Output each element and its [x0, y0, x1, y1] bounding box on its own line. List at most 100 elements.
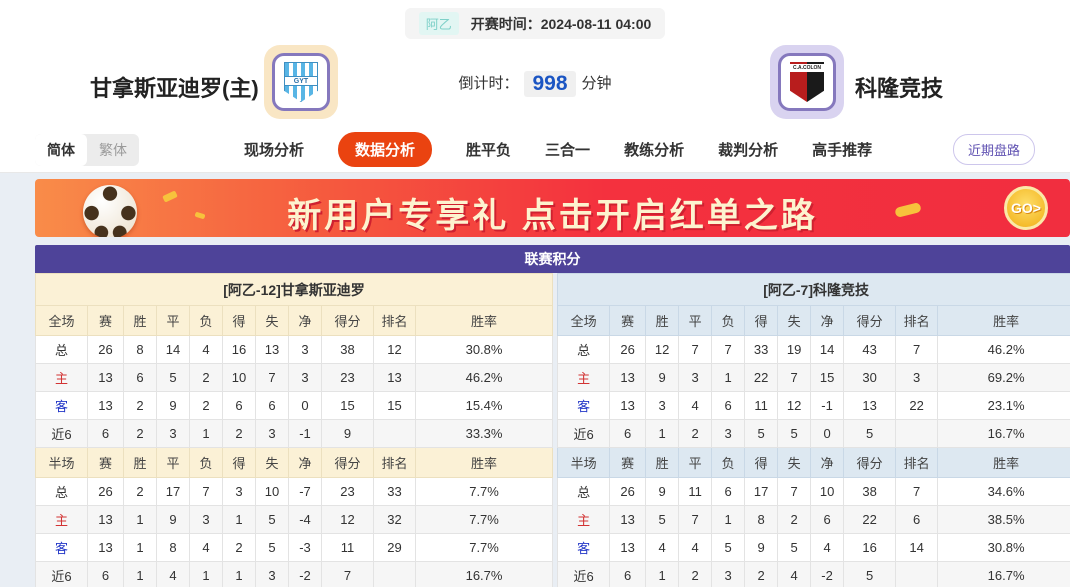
table-row: 总 26 2 17 7 3 10 -7 23 33 7.7% [35, 477, 554, 506]
stat-cell: 2 [123, 419, 157, 448]
stat-cell: 2 [123, 477, 157, 506]
away-shield-icon: C.A.COLON [790, 62, 824, 102]
column-header: 得 [744, 447, 779, 478]
stat-cell: 4 [189, 335, 223, 364]
row-label: 总 [35, 335, 88, 364]
home-table-title: [阿乙-12]甘拿斯亚迪罗 [34, 273, 554, 306]
nav-tab-裁判分析[interactable]: 裁判分析 [718, 142, 779, 159]
column-header: 负 [189, 305, 223, 336]
stat-cell: 33.3% [414, 419, 554, 448]
stat-cell: 17 [744, 477, 779, 506]
stat-cell: 30.8% [937, 533, 1070, 562]
nav-tab-教练分析[interactable]: 教练分析 [624, 142, 685, 159]
stat-cell: 5 [843, 561, 897, 587]
promo-banner[interactable]: 新用户专享礼 点击开启红单之路 GO> [35, 179, 1070, 237]
kickoff-strip: 阿乙 开赛时间：2024-08-11 04:00 [0, 0, 1070, 39]
stat-cell [373, 561, 416, 587]
nav-tabs: 现场分析 数据分析 胜平负 三合一 教练分析 裁判分析 高手推荐 [244, 132, 872, 167]
lang-traditional-button[interactable]: 繁体 [99, 141, 127, 158]
nav-tab-现场分析[interactable]: 现场分析 [244, 142, 305, 159]
stat-cell: 4 [189, 533, 223, 562]
stat-cell: 14 [156, 335, 190, 364]
stat-cell: 30 [843, 363, 897, 392]
table-row: 主 13 1 9 3 1 5 -4 12 32 7.7% [35, 505, 554, 534]
column-header: 胜率 [937, 305, 1070, 336]
column-header: 净 [810, 447, 845, 478]
row-label: 总 [557, 335, 611, 364]
column-header: 胜 [645, 305, 680, 336]
stat-cell: 1 [645, 561, 680, 587]
stat-cell: 4 [678, 533, 713, 562]
stat-cell: 6 [711, 477, 746, 506]
column-header: 胜率 [414, 447, 554, 478]
stat-cell: 6 [711, 391, 746, 420]
go-button[interactable]: GO> [1004, 186, 1048, 230]
stat-cell: 3 [189, 505, 223, 534]
stat-cell: 33 [373, 477, 416, 506]
home-team-logo: GYT [264, 45, 338, 119]
stat-cell: 10 [810, 477, 845, 506]
stat-cell: 15 [321, 391, 374, 420]
recent-trend-button[interactable]: 近期盘路 [952, 134, 1035, 165]
stat-cell: 1 [222, 505, 256, 534]
table-row: 总 26 9 11 6 17 7 10 38 7 34.6% [557, 477, 1070, 506]
stat-cell: -7 [288, 477, 322, 506]
stat-cell: 5 [255, 533, 289, 562]
stat-cell: 5 [777, 533, 812, 562]
stat-cell: 3 [288, 363, 322, 392]
stat-cell: 1 [123, 505, 157, 534]
stat-cell: 16 [222, 335, 256, 364]
column-header: 胜率 [414, 305, 554, 336]
stat-cell: 3 [895, 363, 939, 392]
stat-cell: 12 [321, 505, 374, 534]
row-label: 总 [557, 477, 611, 506]
column-header: 净 [288, 447, 322, 478]
kickoff-time: 开赛时间：2024-08-11 04:00 [470, 15, 652, 32]
stat-cell: 14 [895, 533, 939, 562]
nav-tab-胜平负[interactable]: 胜平负 [466, 142, 512, 159]
section-title: 联赛积分 [35, 245, 1070, 273]
row-label: 主 [557, 505, 611, 534]
stat-cell: 13 [255, 335, 289, 364]
stat-cell: 7.7% [414, 533, 554, 562]
nav-tab-数据分析[interactable]: 数据分析 [338, 132, 433, 167]
stat-cell: 26 [609, 335, 647, 364]
stat-cell: 5 [843, 419, 897, 448]
stat-cell: 15 [373, 391, 416, 420]
stat-cell: 2 [678, 419, 713, 448]
stat-cell: 4 [777, 561, 812, 587]
column-header: 平 [678, 305, 713, 336]
language-toggle: 简体 繁体 [35, 133, 139, 166]
lang-simplified-button[interactable]: 简体 [35, 133, 87, 166]
column-header: 平 [156, 305, 190, 336]
stat-cell: 5 [645, 505, 680, 534]
stat-cell: 2 [777, 505, 812, 534]
stat-cell: 9 [156, 391, 190, 420]
stat-cell: 2 [744, 561, 779, 587]
stat-cell: -2 [810, 561, 845, 587]
stat-cell: 1 [189, 561, 223, 587]
stat-cell: 23 [321, 363, 374, 392]
stat-cell: 12 [645, 335, 680, 364]
column-header: 赛 [609, 305, 647, 336]
row-label: 近6 [35, 419, 88, 448]
stat-cell: -2 [288, 561, 322, 587]
stat-cell: 3 [222, 477, 256, 506]
stat-cell: 9 [744, 533, 779, 562]
stat-cell: 19 [777, 335, 812, 364]
table-row: 总 26 8 14 4 16 13 3 38 12 30.8% [35, 335, 554, 364]
away-team-table: [阿乙-7]科隆竞技 全场赛胜平负得失净得分 排名 胜率 总 26 12 7 7 33 19 14… [557, 273, 1070, 587]
stat-cell: 9 [645, 363, 680, 392]
away-halftime-header: 半场赛胜平负得失净得分 排名 胜率 [557, 447, 1070, 478]
stat-cell: 7 [711, 335, 746, 364]
column-header: 赛 [609, 447, 647, 478]
stat-cell: 15 [810, 363, 845, 392]
nav-tab-高手推荐[interactable]: 高手推荐 [812, 142, 873, 159]
stat-cell: 7 [777, 477, 812, 506]
stat-cell: 30.8% [414, 335, 554, 364]
nav-tab-三合一[interactable]: 三合一 [545, 142, 591, 159]
stat-cell: 5 [744, 419, 779, 448]
stat-cell: 5 [777, 419, 812, 448]
stat-cell: 8 [744, 505, 779, 534]
row-label: 主 [35, 363, 88, 392]
